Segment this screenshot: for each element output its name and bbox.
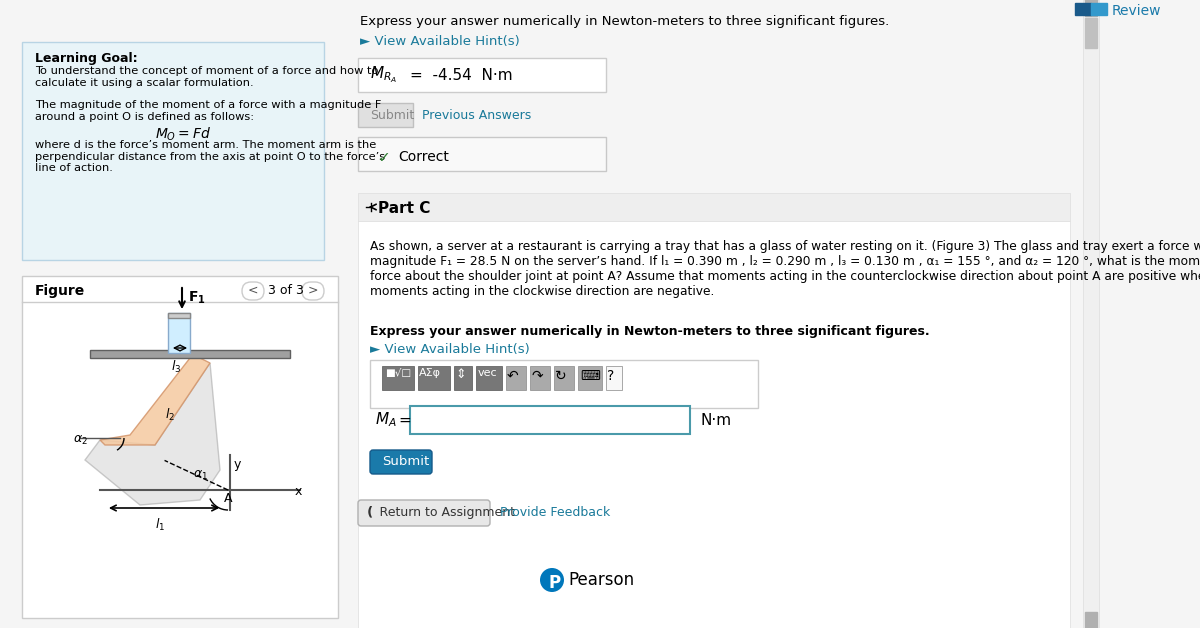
Text: Review: Review bbox=[1112, 4, 1162, 18]
Bar bbox=[1085, 0, 1097, 16]
Text: $\alpha_1$: $\alpha_1$ bbox=[192, 468, 208, 482]
Bar bbox=[578, 366, 602, 390]
Bar bbox=[530, 366, 550, 390]
FancyBboxPatch shape bbox=[302, 282, 324, 300]
Bar bbox=[506, 366, 526, 390]
Text: Previous Answers: Previous Answers bbox=[422, 109, 532, 122]
Text: $M_A$: $M_A$ bbox=[374, 411, 397, 430]
Text: The magnitude of the moment of a force with a magnitude F
around a point O is de: The magnitude of the moment of a force w… bbox=[35, 100, 382, 122]
Text: ❪ Return to Assignment: ❪ Return to Assignment bbox=[365, 506, 515, 519]
Text: Provide Feedback: Provide Feedback bbox=[500, 506, 611, 519]
Bar bbox=[358, 221, 1070, 628]
Bar bbox=[382, 366, 414, 390]
Bar bbox=[90, 350, 290, 358]
Bar bbox=[454, 366, 472, 390]
Text: As shown, a server at a restaurant is carrying a tray that has a glass of water : As shown, a server at a restaurant is ca… bbox=[370, 240, 1200, 298]
Text: Part C: Part C bbox=[378, 201, 431, 216]
Circle shape bbox=[540, 568, 564, 592]
Text: AΣφ: AΣφ bbox=[419, 368, 442, 378]
Text: ► View Available Hint(s): ► View Available Hint(s) bbox=[360, 35, 520, 48]
Text: Express your answer numerically in Newton-meters to three significant figures.: Express your answer numerically in Newto… bbox=[370, 325, 930, 338]
Text: vec: vec bbox=[478, 368, 498, 378]
Bar bbox=[168, 313, 190, 353]
Text: Submit: Submit bbox=[370, 109, 414, 122]
Bar bbox=[370, 360, 758, 408]
Bar bbox=[358, 103, 413, 127]
Text: P: P bbox=[548, 574, 560, 592]
FancyBboxPatch shape bbox=[370, 450, 432, 474]
Text: ↷: ↷ bbox=[530, 369, 542, 383]
Text: ► View Available Hint(s): ► View Available Hint(s) bbox=[370, 343, 529, 356]
Text: $\alpha_2$: $\alpha_2$ bbox=[73, 433, 88, 447]
Text: A: A bbox=[224, 492, 233, 505]
Bar bbox=[358, 137, 606, 171]
Text: N·m: N·m bbox=[700, 413, 731, 428]
Polygon shape bbox=[100, 353, 210, 445]
Text: $l_2$: $l_2$ bbox=[166, 407, 175, 423]
Bar bbox=[1091, 3, 1108, 15]
Text: Figure: Figure bbox=[35, 284, 85, 298]
Text: ⇕: ⇕ bbox=[455, 368, 466, 381]
Bar bbox=[554, 366, 574, 390]
Text: y: y bbox=[234, 458, 241, 471]
Text: $\mathbf{F_1}$: $\mathbf{F_1}$ bbox=[188, 290, 205, 306]
Text: Pearson: Pearson bbox=[568, 571, 634, 589]
Bar bbox=[1084, 0, 1099, 628]
Text: Learning Goal:: Learning Goal: bbox=[35, 52, 138, 65]
Text: ?: ? bbox=[607, 369, 614, 383]
Text: Correct: Correct bbox=[398, 150, 449, 164]
Text: $M_O = Fd$: $M_O = Fd$ bbox=[155, 126, 211, 143]
Bar bbox=[1085, 18, 1097, 48]
Text: ↶: ↶ bbox=[508, 369, 518, 383]
Text: $l_1$: $l_1$ bbox=[155, 517, 166, 533]
Bar bbox=[1085, 612, 1097, 628]
Bar bbox=[476, 366, 502, 390]
FancyBboxPatch shape bbox=[358, 500, 490, 526]
Text: <: < bbox=[248, 284, 258, 297]
Bar bbox=[418, 366, 450, 390]
Text: ■√□: ■√□ bbox=[385, 368, 412, 378]
Text: Submit: Submit bbox=[382, 455, 430, 468]
Bar bbox=[358, 58, 606, 92]
Text: >: > bbox=[308, 284, 318, 297]
Text: $M_{R_A}$: $M_{R_A}$ bbox=[370, 65, 397, 85]
Text: ↻: ↻ bbox=[554, 369, 566, 383]
Bar bbox=[606, 366, 622, 390]
Polygon shape bbox=[85, 363, 220, 505]
Bar bbox=[410, 406, 690, 434]
Text: ⌨: ⌨ bbox=[580, 369, 600, 383]
FancyBboxPatch shape bbox=[242, 282, 264, 300]
Text: where d is the force’s moment arm. The moment arm is the
perpendicular distance : where d is the force’s moment arm. The m… bbox=[35, 140, 385, 173]
Text: Express your answer numerically in Newton-meters to three significant figures.: Express your answer numerically in Newto… bbox=[360, 15, 889, 28]
Text: ✓: ✓ bbox=[378, 150, 391, 165]
Bar bbox=[1075, 3, 1091, 15]
Text: =: = bbox=[398, 413, 410, 428]
Bar bbox=[358, 193, 1070, 221]
Text: x: x bbox=[295, 485, 302, 498]
Text: =  -4.54  N·m: = -4.54 N·m bbox=[410, 68, 512, 83]
Text: To understand the concept of moment of a force and how to
calculate it using a s: To understand the concept of moment of a… bbox=[35, 66, 378, 87]
Bar bbox=[22, 42, 324, 260]
Bar bbox=[22, 276, 338, 618]
Text: 3 of 3: 3 of 3 bbox=[268, 284, 304, 297]
Bar bbox=[168, 313, 190, 318]
Text: $l_3$: $l_3$ bbox=[170, 359, 181, 375]
